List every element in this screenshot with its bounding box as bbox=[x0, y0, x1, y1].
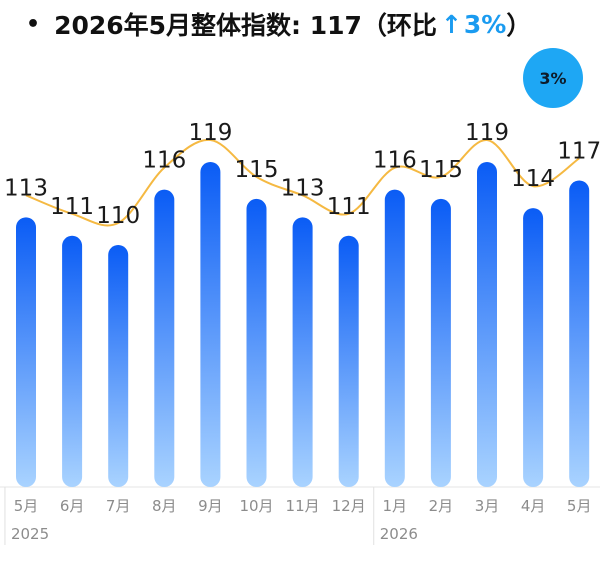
tick-label-0: 5月 bbox=[14, 497, 39, 515]
value-label-0: 113 bbox=[4, 175, 48, 201]
bar-9[interactable] bbox=[430, 198, 451, 487]
year-label-0: 2025 bbox=[11, 525, 49, 543]
value-label-2: 110 bbox=[96, 203, 140, 229]
bar-series bbox=[16, 162, 590, 488]
tick-label-7: 12月 bbox=[332, 497, 366, 515]
value-label-1: 111 bbox=[50, 194, 94, 220]
title-close-paren: ） bbox=[506, 11, 532, 40]
change-badge-label: 3% bbox=[539, 68, 567, 88]
tick-label-10: 3月 bbox=[475, 497, 500, 515]
up-arrow-icon: ↑ bbox=[440, 9, 462, 39]
tick-label-5: 10月 bbox=[239, 497, 273, 515]
value-label-11: 114 bbox=[511, 166, 555, 192]
chart-title: 2026年5月整体指数: 117（环比 bbox=[54, 11, 437, 40]
change-badge[interactable]: 3% bbox=[523, 48, 583, 108]
tick-label-1: 6月 bbox=[60, 497, 85, 515]
trend-line-layer bbox=[25, 138, 580, 227]
value-label-7: 111 bbox=[327, 194, 371, 220]
value-label-5: 115 bbox=[235, 157, 279, 183]
chart-header: • 2026年5月整体指数: 117（环比 ↑ 3% ） bbox=[0, 0, 600, 48]
bar-0[interactable] bbox=[16, 217, 36, 488]
bar-10[interactable] bbox=[477, 162, 497, 487]
tick-label-4: 9月 bbox=[198, 497, 223, 515]
tick-label-8: 1月 bbox=[383, 497, 408, 515]
bar-6[interactable] bbox=[292, 217, 313, 488]
bar-12[interactable] bbox=[569, 180, 590, 487]
bar-8[interactable] bbox=[384, 189, 405, 487]
value-label-9: 115 bbox=[419, 157, 463, 183]
trend-line bbox=[25, 138, 580, 227]
value-label-12: 117 bbox=[557, 138, 600, 164]
bar-11[interactable] bbox=[523, 208, 544, 487]
value-label-8: 116 bbox=[373, 148, 417, 174]
bar-3[interactable] bbox=[154, 189, 175, 487]
bar-2[interactable] bbox=[108, 245, 129, 487]
tick-label-12: 5月 bbox=[567, 497, 592, 515]
value-label-3: 116 bbox=[142, 148, 186, 174]
bar-1[interactable] bbox=[62, 235, 83, 487]
value-label-10: 119 bbox=[465, 120, 509, 146]
value-label-6: 113 bbox=[281, 175, 325, 201]
value-label-4: 119 bbox=[188, 120, 232, 146]
tick-label-9: 2月 bbox=[429, 497, 454, 515]
tick-label-3: 8月 bbox=[152, 497, 177, 515]
tick-label-6: 11月 bbox=[286, 497, 320, 515]
x-axis: 5月 6月 7月 8月 9月 10月 11月 12月 1月 2月 3月 4月 5月 2025 2026 bbox=[0, 486, 600, 545]
bar-4[interactable] bbox=[200, 162, 221, 487]
bar-5[interactable] bbox=[246, 198, 267, 487]
tick-label-2: 7月 bbox=[106, 497, 131, 515]
bar-7[interactable] bbox=[338, 235, 359, 487]
tick-label-11: 4月 bbox=[521, 497, 546, 515]
year-label-1: 2026 bbox=[380, 525, 418, 543]
bullet-icon: • bbox=[26, 11, 41, 37]
change-value: 3% bbox=[463, 9, 507, 39]
